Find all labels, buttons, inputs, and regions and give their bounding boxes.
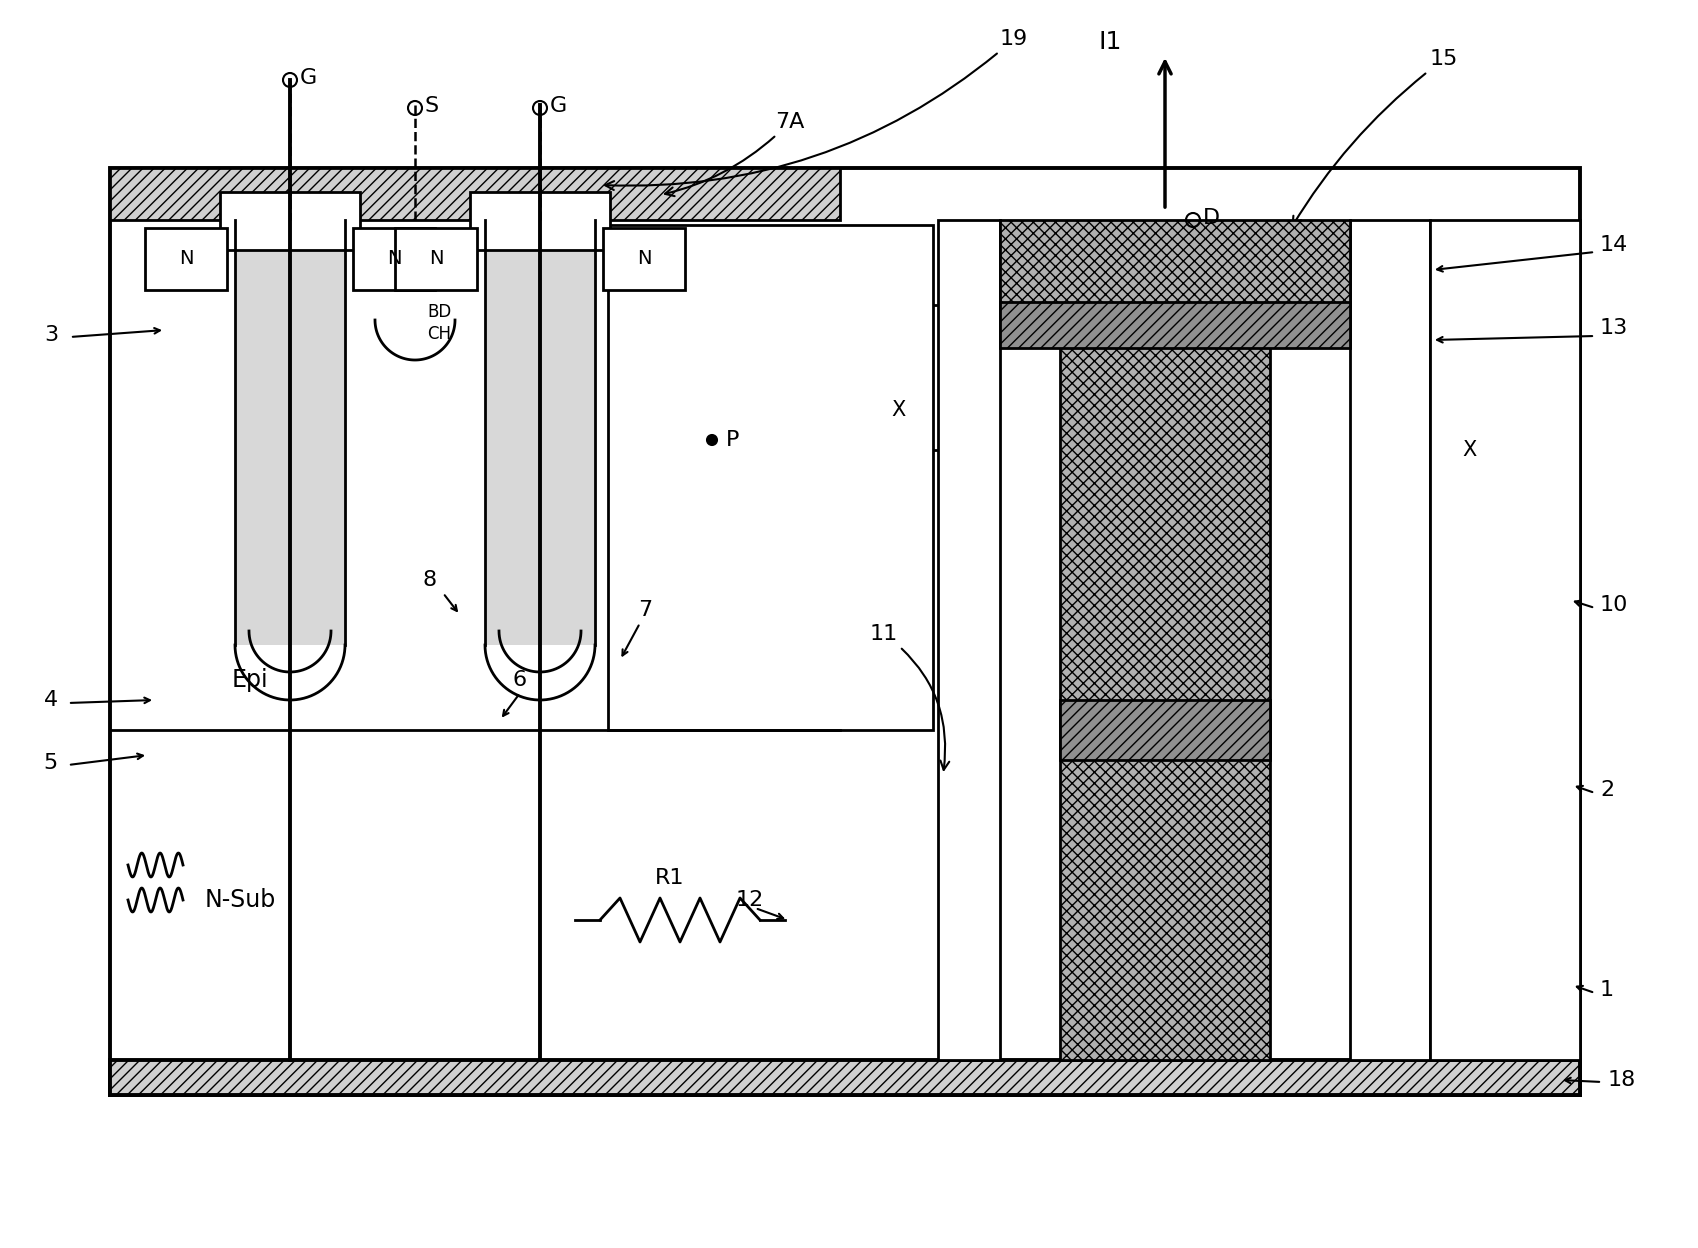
Text: N: N bbox=[428, 250, 443, 268]
Text: I1: I1 bbox=[1097, 30, 1121, 54]
Text: 12: 12 bbox=[735, 890, 764, 910]
Text: P: P bbox=[725, 431, 739, 451]
Text: 15: 15 bbox=[1292, 49, 1457, 226]
Text: 2: 2 bbox=[1600, 780, 1613, 800]
Text: R1: R1 bbox=[655, 869, 684, 889]
Bar bbox=[603, 228, 684, 290]
Bar bbox=[110, 168, 1579, 1094]
Text: 10: 10 bbox=[1600, 595, 1627, 615]
Text: D: D bbox=[1202, 208, 1219, 228]
Bar bbox=[1000, 302, 1350, 348]
Text: S: S bbox=[424, 96, 438, 116]
Text: 4: 4 bbox=[44, 690, 58, 710]
Text: 8: 8 bbox=[423, 570, 436, 590]
Text: BD: BD bbox=[426, 303, 452, 321]
Bar bbox=[144, 228, 228, 290]
Bar bbox=[394, 228, 477, 290]
Text: N: N bbox=[637, 250, 650, 268]
Text: N: N bbox=[178, 250, 194, 268]
Circle shape bbox=[706, 436, 717, 446]
Bar bbox=[219, 192, 360, 250]
Text: Epi: Epi bbox=[231, 668, 268, 691]
Bar bbox=[1350, 220, 1430, 1060]
Text: 13: 13 bbox=[1600, 318, 1627, 338]
Bar bbox=[1060, 700, 1268, 760]
Bar bbox=[937, 220, 1000, 1060]
Bar bbox=[110, 1060, 1579, 1094]
Text: 7: 7 bbox=[637, 600, 652, 620]
Bar bbox=[353, 228, 435, 290]
Bar bbox=[608, 225, 932, 730]
Text: 11: 11 bbox=[869, 624, 949, 770]
Text: 3: 3 bbox=[44, 324, 58, 344]
Bar bbox=[110, 168, 839, 220]
Text: 19: 19 bbox=[604, 29, 1027, 190]
Bar bbox=[234, 220, 345, 645]
Text: G: G bbox=[550, 96, 567, 116]
Text: CH: CH bbox=[426, 324, 450, 343]
Bar bbox=[484, 220, 594, 645]
Text: 7A: 7A bbox=[664, 112, 803, 196]
Text: 5: 5 bbox=[44, 753, 58, 773]
Text: X: X bbox=[891, 401, 905, 421]
Text: 14: 14 bbox=[1600, 235, 1627, 255]
Bar bbox=[470, 192, 610, 250]
Bar bbox=[1060, 308, 1268, 1060]
Bar bbox=[1000, 220, 1350, 308]
Text: N: N bbox=[387, 250, 401, 268]
Text: G: G bbox=[301, 67, 318, 89]
Text: 6: 6 bbox=[513, 670, 526, 690]
Text: X: X bbox=[1462, 441, 1476, 461]
Text: 1: 1 bbox=[1600, 980, 1613, 1000]
Text: N-Sub: N-Sub bbox=[204, 889, 275, 912]
Bar bbox=[1430, 220, 1579, 1060]
Text: 18: 18 bbox=[1606, 1070, 1635, 1090]
